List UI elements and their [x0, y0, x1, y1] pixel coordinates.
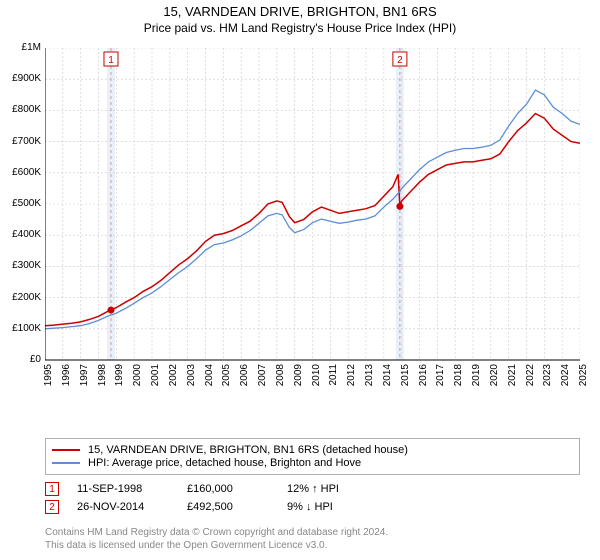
sale-hpi-delta: 12% ↑ HPI — [287, 483, 387, 495]
sale-hpi-delta: 9% ↓ HPI — [287, 501, 387, 513]
sale-date: 11-SEP-1998 — [77, 483, 187, 495]
title-subtitle: Price paid vs. HM Land Registry's House … — [0, 21, 600, 35]
y-tick-label: £900K — [12, 73, 41, 84]
legend-swatch-property — [52, 449, 80, 451]
footer-note: Contains HM Land Registry data © Crown c… — [45, 526, 388, 552]
sale-marker-1: 1 — [45, 482, 59, 496]
footer-line2: This data is licensed under the Open Gov… — [45, 539, 388, 552]
sale-price: £492,500 — [187, 501, 287, 513]
legend-swatch-hpi — [52, 462, 80, 464]
y-tick-label: £400K — [12, 229, 41, 240]
y-tick-label: £100K — [12, 323, 41, 334]
chart-area: 12 £0£100K£200K£300K£400K£500K£600K£700K… — [45, 48, 580, 398]
sales-table: 1 11-SEP-1998 £160,000 12% ↑ HPI 2 26-NO… — [45, 478, 580, 518]
svg-text:1: 1 — [108, 55, 114, 66]
legend-box: 15, VARNDEAN DRIVE, BRIGHTON, BN1 6RS (d… — [45, 438, 580, 475]
title-block: 15, VARNDEAN DRIVE, BRIGHTON, BN1 6RS Pr… — [0, 0, 600, 35]
legend-label-hpi: HPI: Average price, detached house, Brig… — [88, 457, 361, 469]
sale-row: 2 26-NOV-2014 £492,500 9% ↓ HPI — [45, 500, 580, 514]
y-tick-label: £800K — [12, 104, 41, 115]
y-tick-label: £600K — [12, 167, 41, 178]
sale-date: 26-NOV-2014 — [77, 501, 187, 513]
sale-row: 1 11-SEP-1998 £160,000 12% ↑ HPI — [45, 482, 580, 496]
svg-text:2: 2 — [397, 55, 403, 66]
y-tick-label: £200K — [12, 292, 41, 303]
y-tick-label: £500K — [12, 198, 41, 209]
sale-price: £160,000 — [187, 483, 287, 495]
chart-container: 15, VARNDEAN DRIVE, BRIGHTON, BN1 6RS Pr… — [0, 0, 600, 560]
line-chart: 12 — [45, 48, 580, 398]
sale-marker-2: 2 — [45, 500, 59, 514]
y-tick-label: £300K — [12, 260, 41, 271]
legend-item-hpi: HPI: Average price, detached house, Brig… — [52, 457, 573, 469]
y-tick-label: £1M — [22, 42, 41, 53]
y-tick-label: £700K — [12, 136, 41, 147]
title-address: 15, VARNDEAN DRIVE, BRIGHTON, BN1 6RS — [0, 4, 600, 19]
y-tick-label: £0 — [30, 354, 41, 365]
legend-item-property: 15, VARNDEAN DRIVE, BRIGHTON, BN1 6RS (d… — [52, 444, 573, 456]
legend-label-property: 15, VARNDEAN DRIVE, BRIGHTON, BN1 6RS (d… — [88, 444, 408, 456]
footer-line1: Contains HM Land Registry data © Crown c… — [45, 526, 388, 539]
